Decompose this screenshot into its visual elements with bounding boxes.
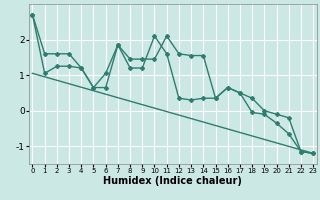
X-axis label: Humidex (Indice chaleur): Humidex (Indice chaleur) — [103, 176, 242, 186]
